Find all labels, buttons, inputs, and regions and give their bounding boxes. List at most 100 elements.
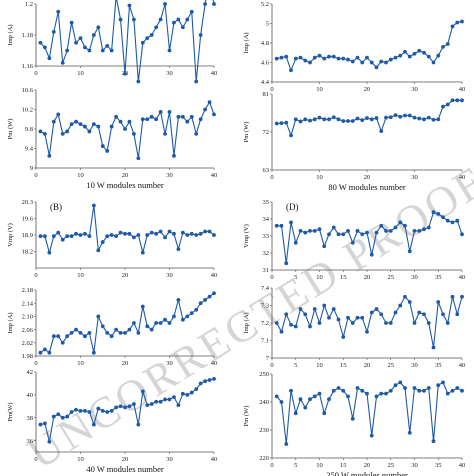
data-point <box>96 124 101 129</box>
data-point <box>38 40 43 45</box>
data-point <box>74 327 78 332</box>
y-axis-label: Imp (A) <box>7 24 14 45</box>
data-point <box>441 104 445 109</box>
data-point <box>91 122 96 127</box>
data-point <box>123 231 127 236</box>
y-tick-label: 38 <box>27 415 34 422</box>
y-tick-label: 72 <box>263 129 270 136</box>
data-point <box>388 57 393 62</box>
x-tick-label: 30 <box>411 362 418 369</box>
x-tick-label: 35 <box>435 362 442 369</box>
data-point <box>105 43 110 48</box>
data-point <box>176 114 181 119</box>
data-point <box>274 56 279 61</box>
data-point <box>154 117 159 122</box>
data-point <box>69 122 74 127</box>
x-tick-label: 20 <box>122 172 129 179</box>
data-point <box>167 229 172 234</box>
series-line <box>276 211 463 264</box>
data-point <box>163 131 167 136</box>
data-point <box>374 394 379 399</box>
data-point <box>417 48 422 53</box>
data-point <box>212 2 216 6</box>
data-point <box>289 68 293 73</box>
data-point <box>96 314 101 319</box>
data-point <box>69 234 74 239</box>
data-point <box>350 416 355 421</box>
data-point <box>365 230 369 235</box>
data-point <box>388 229 393 233</box>
data-point <box>445 321 450 325</box>
data-point <box>118 17 123 22</box>
data-point <box>140 117 145 122</box>
data-point <box>167 397 172 402</box>
data-point <box>284 312 289 317</box>
data-point <box>203 229 208 234</box>
y-tick-label: 2.02 <box>22 340 33 347</box>
data-point <box>460 98 464 103</box>
x-axis-label: 250 W modules number <box>326 470 408 476</box>
data-point <box>167 110 172 114</box>
y-tick-label: 9 <box>30 165 33 172</box>
data-point <box>374 116 379 120</box>
data-point <box>407 113 412 118</box>
panel-tag: (D) <box>286 202 299 212</box>
data-point <box>298 229 303 233</box>
data-point <box>417 310 422 315</box>
data-point <box>172 231 176 236</box>
data-point <box>350 119 355 123</box>
data-point <box>274 121 279 126</box>
data-point <box>350 59 355 64</box>
data-point <box>172 395 176 400</box>
data-point <box>180 25 185 30</box>
data-point <box>346 315 350 320</box>
data-point <box>403 386 407 390</box>
x-tick-label: 25 <box>388 462 395 469</box>
y-tick-label: 1.16 <box>22 63 34 70</box>
data-point <box>284 442 289 446</box>
data-point <box>158 321 163 325</box>
data-point <box>312 307 317 311</box>
data-point <box>350 321 355 325</box>
data-point <box>374 65 379 70</box>
chart-panel-4: 63 72 81 0 10 20 30 40 Pm (W) 80 W modules number <box>243 91 465 192</box>
data-point <box>132 17 136 22</box>
data-point <box>417 116 422 121</box>
x-tick-label: 40 <box>459 274 466 281</box>
data-point <box>308 324 312 329</box>
data-point <box>308 118 312 123</box>
data-point <box>91 33 96 37</box>
data-point <box>176 298 181 302</box>
data-point <box>426 115 431 120</box>
data-point <box>384 391 388 396</box>
data-point <box>198 231 203 236</box>
data-point <box>336 232 341 237</box>
data-point <box>436 212 441 216</box>
y-axis-label: Imp (A) <box>243 32 250 53</box>
data-point <box>43 234 47 239</box>
x-tick-label: 10 <box>316 362 323 369</box>
data-point <box>198 301 203 306</box>
data-point <box>154 399 159 404</box>
chart-panel-3: 4.4 4.6 4.8 5 5.2 0 10 20 30 40 Imp (A) <box>243 1 465 93</box>
y-tick-label: 10.6 <box>22 87 34 94</box>
x-tick-label: 10 <box>77 360 84 367</box>
data-point <box>388 115 393 120</box>
data-point <box>91 350 96 355</box>
y-tick-label: 4.4 <box>261 79 270 86</box>
data-point <box>355 229 360 233</box>
x-tick-label: 40 <box>459 362 466 369</box>
data-point <box>327 315 331 320</box>
data-point <box>114 327 118 332</box>
data-point <box>118 404 123 409</box>
data-point <box>212 291 216 296</box>
data-point <box>87 129 92 134</box>
data-point <box>109 408 114 413</box>
data-point <box>172 314 176 319</box>
x-tick-label: 30 <box>166 272 173 279</box>
data-point <box>355 116 360 121</box>
y-tick-label: 18.9 <box>22 232 33 239</box>
data-point <box>127 119 132 124</box>
data-point <box>189 114 194 119</box>
